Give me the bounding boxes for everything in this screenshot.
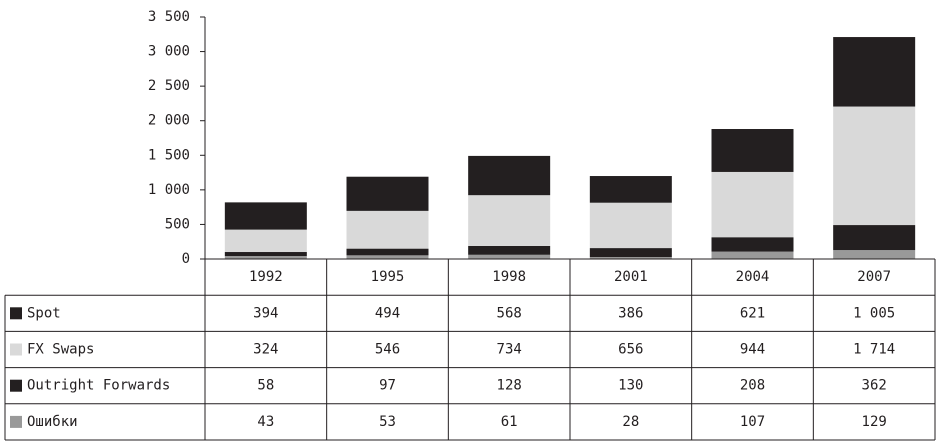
- table-value: 61: [501, 414, 518, 430]
- bar-segment: [589, 176, 672, 203]
- bar-segment: [224, 252, 307, 257]
- table-value: 394: [253, 305, 278, 321]
- legend-swatch: [10, 415, 22, 428]
- legend-label: FX Swaps: [27, 342, 94, 358]
- table-value: 208: [740, 378, 765, 394]
- legend-swatch: [10, 307, 22, 320]
- bar-segment: [711, 129, 794, 172]
- legend-label: Outright Forwards: [27, 378, 170, 394]
- bar-segment: [589, 202, 672, 249]
- y-tick-label: 1 000: [148, 182, 190, 198]
- x-tick-label: 1998: [492, 269, 526, 285]
- table-value: 324: [253, 342, 278, 358]
- table-value: 386: [618, 305, 643, 321]
- legend-swatch: [10, 379, 22, 392]
- table-value: 1 005: [853, 305, 895, 321]
- table-value: 58: [257, 378, 274, 394]
- x-tick-label: 2007: [857, 269, 891, 285]
- bar-segment: [224, 256, 307, 259]
- table-value: 546: [375, 342, 400, 358]
- legend-label: Ошибки: [27, 414, 78, 430]
- table-value: 129: [862, 414, 887, 430]
- bar-segment: [711, 171, 794, 238]
- bar-segment: [833, 37, 916, 107]
- x-tick-label: 1995: [371, 269, 405, 285]
- table-value: 944: [740, 342, 765, 358]
- bar-segment: [346, 255, 429, 259]
- table-value: 1 714: [853, 342, 895, 358]
- bar-segment: [833, 225, 916, 251]
- table-value: 128: [497, 378, 522, 394]
- bar-segment: [711, 251, 794, 259]
- y-tick-label: 500: [165, 216, 190, 232]
- bar-segment: [346, 248, 429, 256]
- table-value: 621: [740, 305, 765, 321]
- y-tick-label: 3 500: [148, 9, 190, 25]
- bar-segment: [346, 176, 429, 211]
- table-value: 107: [740, 414, 765, 430]
- bar-segment: [468, 254, 551, 259]
- table-value: 53: [379, 414, 396, 430]
- bar-segment: [589, 248, 672, 258]
- bar-segment: [711, 237, 794, 252]
- bar-segment: [833, 250, 916, 259]
- bar-segment: [224, 229, 307, 253]
- legend-label: Spot: [27, 305, 61, 321]
- x-tick-label: 2004: [736, 269, 770, 285]
- table-value: 362: [862, 378, 887, 394]
- y-tick-label: 3 000: [148, 44, 190, 60]
- y-tick-label: 2 000: [148, 113, 190, 129]
- bar-segment: [468, 245, 551, 255]
- table-value: 130: [618, 378, 643, 394]
- x-tick-label: 2001: [614, 269, 648, 285]
- y-tick-label: 2 500: [148, 78, 190, 94]
- table-value: 43: [257, 414, 274, 430]
- bar-segment: [346, 210, 429, 249]
- bar-segment: [468, 195, 551, 246]
- table-value: 97: [379, 378, 396, 394]
- table-value: 734: [497, 342, 522, 358]
- bar-segment: [224, 202, 307, 230]
- table-value: 568: [497, 305, 522, 321]
- y-tick-label: 1 500: [148, 147, 190, 163]
- bar-segment: [833, 106, 916, 226]
- legend-swatch: [10, 343, 22, 356]
- table-value: 494: [375, 305, 400, 321]
- bar-segment: [468, 155, 551, 196]
- bar-segment: [589, 257, 672, 259]
- table-value: 656: [618, 342, 643, 358]
- x-tick-label: 1992: [249, 269, 283, 285]
- y-tick-label: 0: [182, 251, 190, 267]
- table-value: 28: [622, 414, 639, 430]
